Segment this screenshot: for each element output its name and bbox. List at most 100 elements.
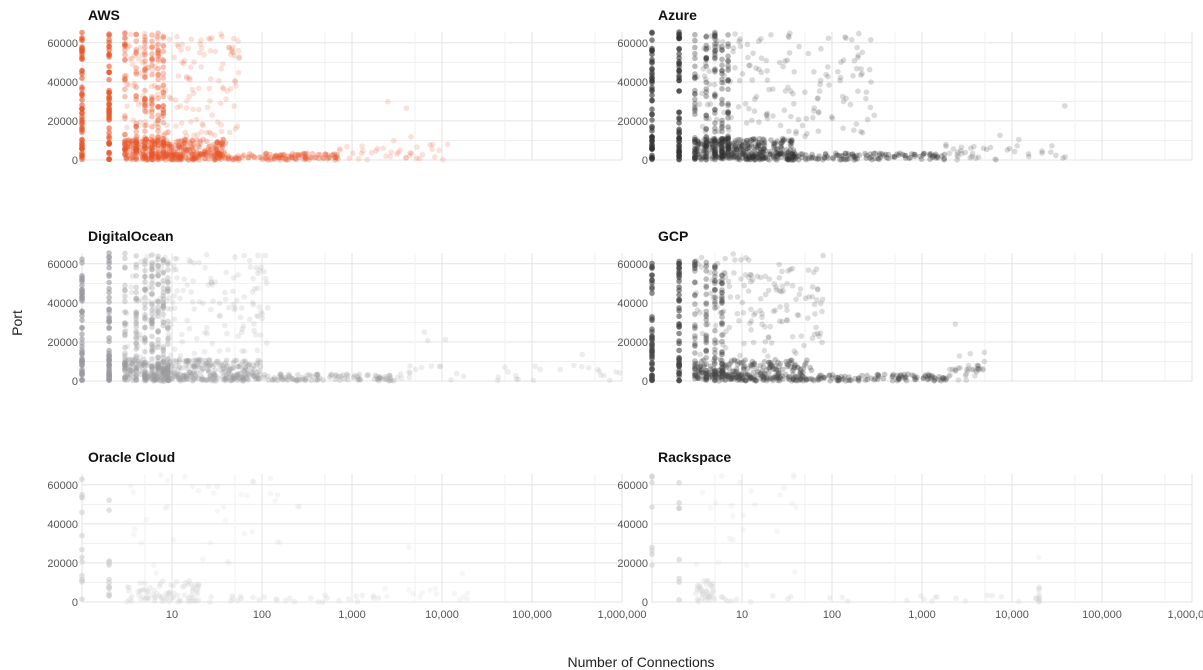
data-point <box>122 132 128 138</box>
data-point <box>692 136 698 143</box>
data-point <box>676 330 682 337</box>
data-point <box>122 35 128 41</box>
data-point <box>129 55 135 62</box>
data-point <box>241 252 247 259</box>
data-point <box>287 154 293 160</box>
data-point <box>219 84 226 91</box>
data-point <box>144 156 151 163</box>
data-point <box>219 144 226 151</box>
data-point <box>837 77 843 84</box>
data-point <box>182 579 189 586</box>
data-point <box>129 61 136 68</box>
data-point <box>199 121 205 127</box>
data-point <box>145 157 151 163</box>
data-point <box>649 70 655 76</box>
data-point <box>732 257 738 263</box>
data-point <box>214 151 221 157</box>
data-point <box>149 106 155 113</box>
data-point <box>231 301 237 308</box>
data-point <box>358 150 365 157</box>
data-point <box>189 483 196 490</box>
data-point <box>796 43 802 50</box>
data-point <box>432 585 439 592</box>
data-point <box>817 77 824 84</box>
data-point <box>142 134 148 141</box>
data-point <box>764 115 771 122</box>
data-point <box>160 35 167 41</box>
data-point <box>142 155 148 161</box>
data-point <box>262 252 269 259</box>
data-point <box>237 314 244 321</box>
data-point <box>766 359 772 366</box>
data-point <box>998 594 1005 600</box>
data-point <box>856 30 862 37</box>
data-point <box>676 34 682 40</box>
data-point <box>738 257 744 263</box>
data-point <box>448 377 454 383</box>
data-point <box>863 89 870 95</box>
data-point <box>692 146 698 152</box>
data-point <box>172 142 179 149</box>
data-point <box>862 150 868 157</box>
data-point <box>217 152 224 159</box>
data-point <box>414 144 420 150</box>
data-point <box>789 151 796 157</box>
data-point <box>231 156 237 163</box>
data-point <box>142 95 148 102</box>
data-point <box>139 150 146 157</box>
data-point <box>127 155 134 162</box>
data-point <box>722 274 729 280</box>
data-point <box>227 86 234 92</box>
data-point <box>718 294 725 301</box>
data-point <box>234 373 241 380</box>
data-point <box>739 71 746 77</box>
data-point <box>141 143 148 150</box>
data-point <box>824 153 830 159</box>
points <box>649 251 988 384</box>
data-point <box>149 45 155 51</box>
data-point <box>226 560 233 566</box>
data-point <box>752 501 758 508</box>
data-point <box>165 153 171 160</box>
data-point <box>127 149 133 156</box>
data-point <box>676 130 682 137</box>
data-point <box>122 298 128 305</box>
data-point <box>79 68 85 75</box>
data-point <box>876 374 882 380</box>
data-point <box>692 37 698 44</box>
data-point <box>761 347 768 354</box>
data-point <box>692 71 698 77</box>
data-point <box>151 587 157 593</box>
data-point <box>725 43 731 50</box>
data-point <box>717 278 723 285</box>
data-point <box>258 332 264 339</box>
data-point <box>797 286 804 292</box>
data-point <box>191 260 197 266</box>
data-point <box>173 358 180 364</box>
data-point <box>133 148 139 155</box>
data-point <box>703 311 709 318</box>
data-point <box>829 372 836 378</box>
data-point <box>324 595 331 601</box>
data-point <box>835 377 842 384</box>
data-point <box>224 88 231 94</box>
data-point <box>229 44 236 51</box>
data-point <box>172 97 179 103</box>
data-point <box>186 75 193 81</box>
data-point <box>79 289 85 296</box>
data-point <box>410 590 416 597</box>
data-point <box>722 362 729 369</box>
data-point <box>211 153 218 160</box>
data-point <box>360 148 366 154</box>
data-point <box>770 593 776 599</box>
data-point <box>222 289 228 296</box>
data-point <box>946 373 952 380</box>
data-point <box>173 156 179 162</box>
data-point <box>204 138 210 145</box>
data-point <box>692 155 698 162</box>
data-point <box>649 376 655 383</box>
data-point <box>160 89 167 95</box>
data-point <box>219 140 225 146</box>
data-point <box>217 152 224 159</box>
